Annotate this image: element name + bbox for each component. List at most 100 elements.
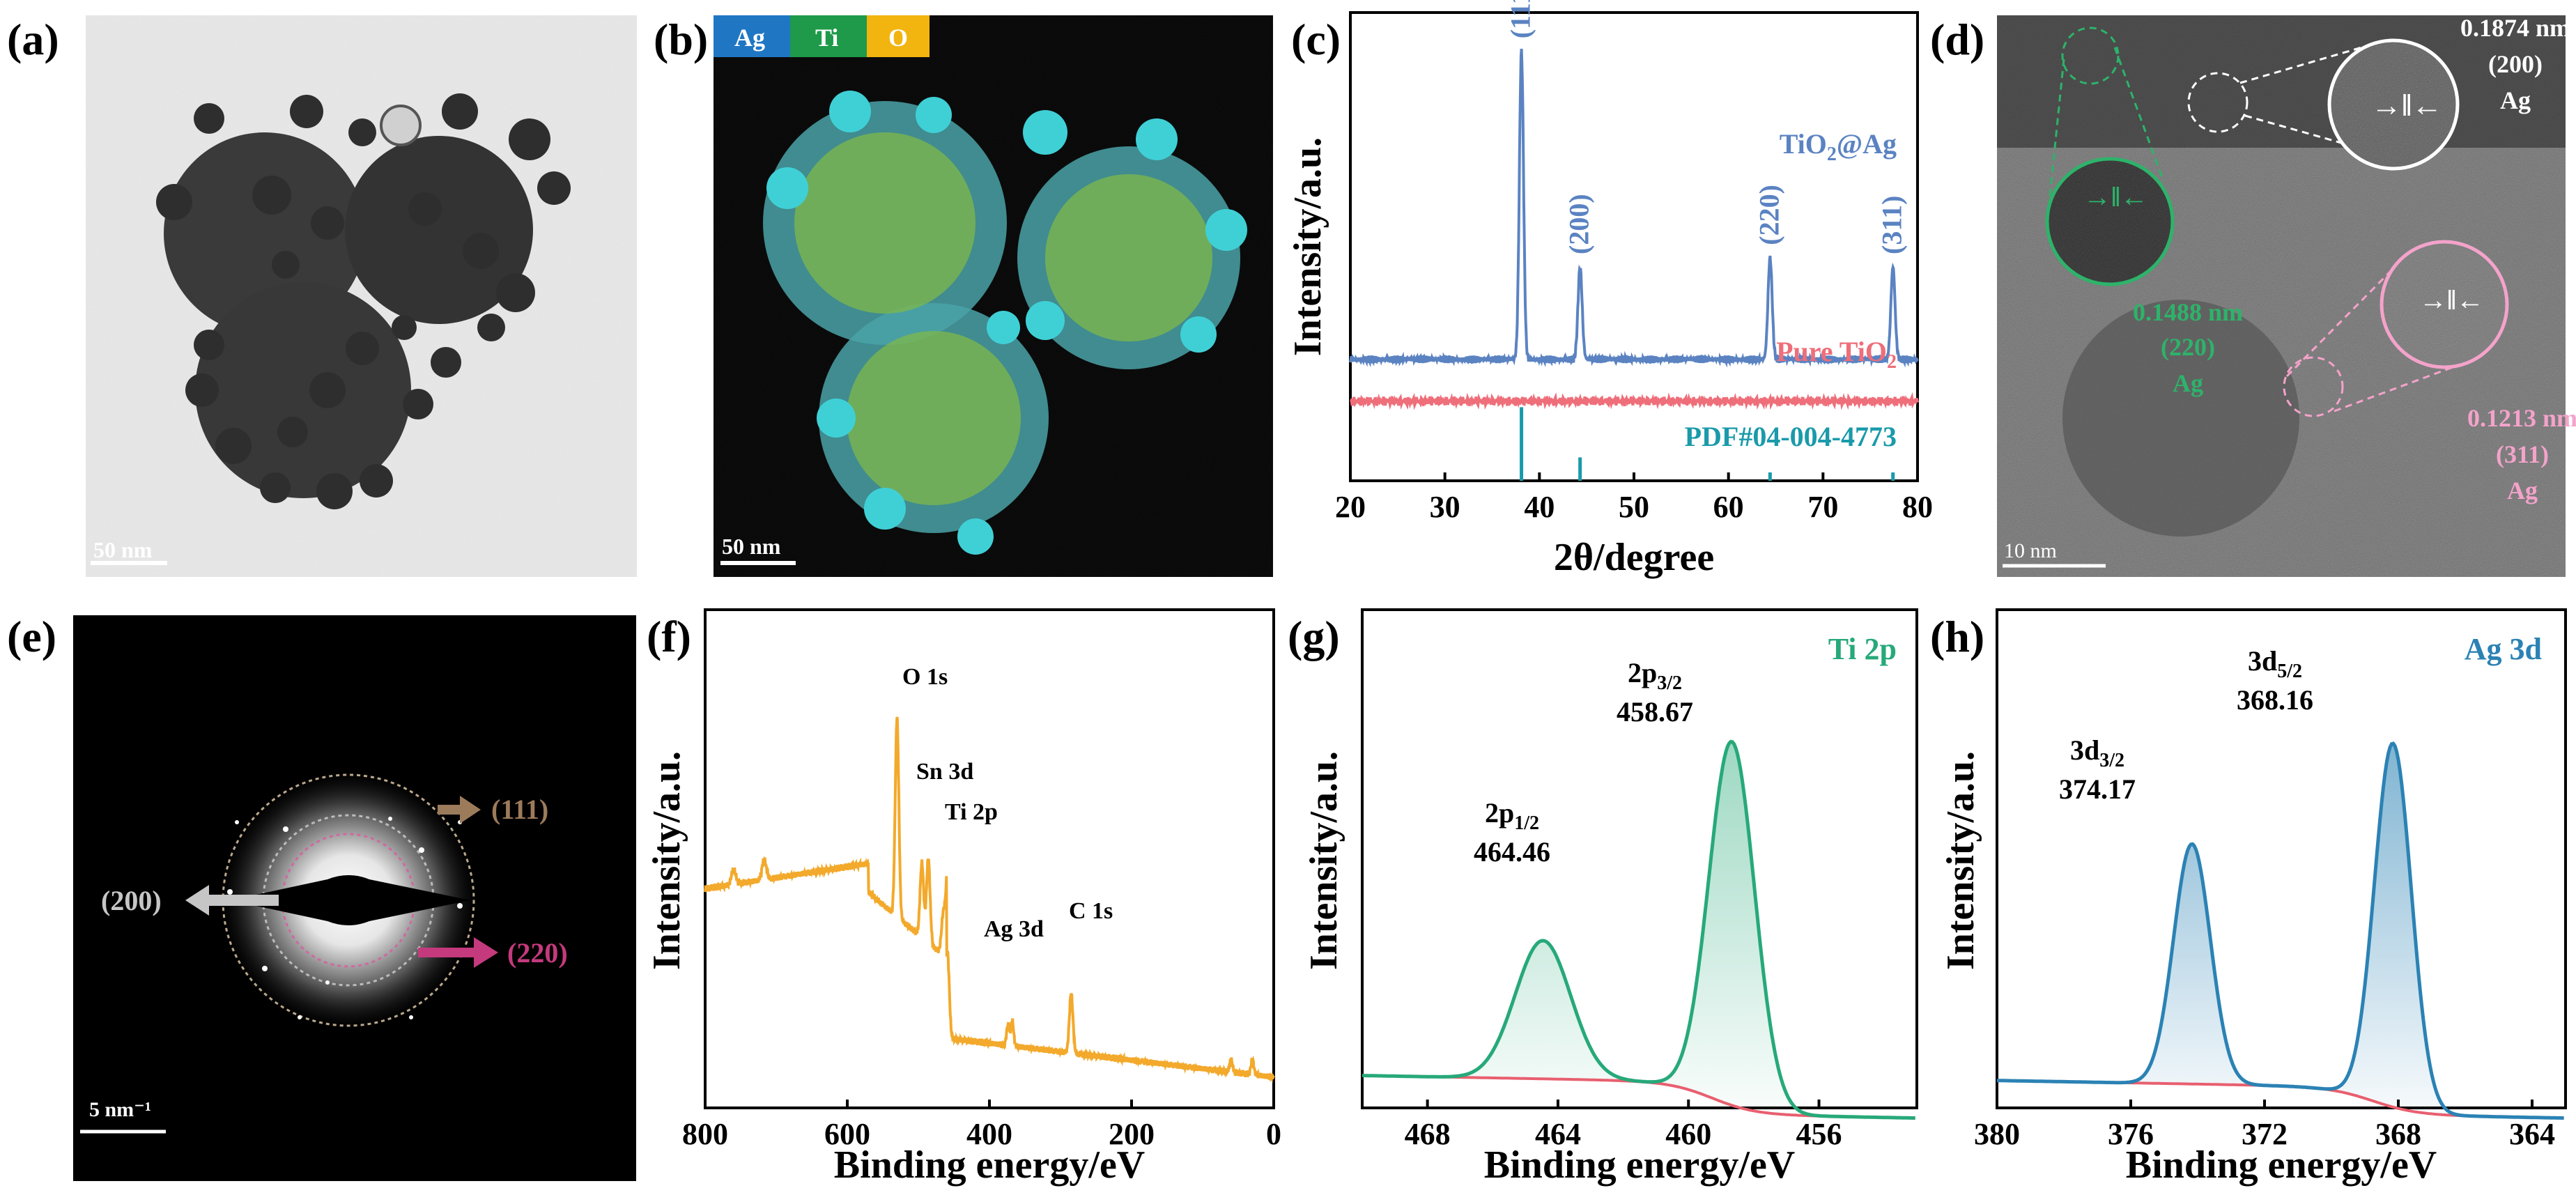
white-plane: (200): [2488, 50, 2543, 78]
panel-a: 50 nm (a): [7, 15, 637, 577]
g-tick-label-456: 456: [1796, 1117, 1842, 1151]
panel-b-scale-bar-text: 50 nm: [722, 534, 781, 559]
hrtem-particle: [2062, 300, 2299, 537]
h-peak-name-main-1: 3d: [2248, 645, 2277, 677]
green-element: Ag: [2173, 369, 2203, 397]
panel-f: (f) 800 600 400 200 0 O 1s Sn 3d Ti 2p Ag 3d C 1…: [645, 608, 1281, 1187]
survey-peak-label-1: Sn 3d: [916, 759, 973, 785]
pink-roi-circle: [2283, 356, 2344, 417]
c-tick-label-30: 30: [1430, 490, 1460, 524]
pink-spacing: 0.1213 nm: [2467, 404, 2576, 432]
green-inset-circle: [2045, 157, 2175, 286]
eds-blobs: [763, 91, 1247, 555]
g-peak-name-0: 2p1/2: [1485, 797, 1539, 834]
f-tick-label-600: 600: [824, 1117, 870, 1151]
chart-c-ylabel: Intensity/a.u.: [1286, 137, 1329, 356]
tem-particles: [156, 93, 571, 509]
g-peak-name-sub-1: 3/2: [1657, 672, 1682, 694]
chart-h-frame: [1996, 608, 2567, 1109]
chart-h-ylabel: Intensity/a.u.: [1939, 751, 1982, 970]
g-peak-name-main-1: 2p: [1628, 657, 1657, 688]
h-peak-name-0: 3d3/2: [2070, 734, 2124, 771]
chart-f-xlabel: Binding energy/eV: [834, 1143, 1145, 1187]
g-peak-value-0: 464.46: [1474, 836, 1550, 868]
panel-h-label: (h): [1930, 612, 1984, 661]
green-zoom-line-2: [2113, 47, 2165, 182]
chart-g-x-axis: 468 464 460 456: [1405, 1100, 1842, 1151]
panel-c: (c) 20 30 40 50 60 70 80 (111)(200) (220) (311) …: [1286, 0, 1933, 579]
pink-inset-fringe-icon: →‖←: [2419, 284, 2484, 316]
pink-inset-circle: [2380, 240, 2509, 369]
survey-peak-label-4: C 1s: [1069, 898, 1113, 924]
h-tick-label-380: 380: [1974, 1117, 2020, 1151]
h-peak-name-sub-1: 5/2: [2277, 661, 2302, 682]
h-tick-label-364: 364: [2509, 1117, 2555, 1151]
g-tick-label-468: 468: [1405, 1117, 1451, 1151]
g-tick-label-464: 464: [1535, 1117, 1581, 1151]
xrd-peak-label-1: (200): [1564, 194, 1595, 254]
legend-o-swatch: [867, 15, 930, 57]
c-tick-label-70: 70: [1807, 490, 1838, 524]
panel-a-grain: [86, 15, 637, 577]
arrow-220: [418, 937, 498, 968]
xrd-peak-label-3: (311): [1876, 196, 1908, 254]
g-peak-name-1: 2p3/2: [1628, 657, 1682, 694]
green-spacing: 0.1488 nm: [2133, 298, 2243, 326]
chart-c-peak-labels: (111) (200) (220) (311): [1505, 0, 1908, 254]
chart-g-ylabel: Intensity/a.u.: [1302, 751, 1345, 970]
c-tick-label-40: 40: [1524, 490, 1555, 524]
panel-d: (d) →‖← 0.1874 nm (200) Ag →‖← 0.1488 nm…: [1930, 14, 2576, 577]
white-element: Ag: [2500, 86, 2531, 114]
green-plane: (220): [2161, 333, 2215, 361]
survey-peak-label-0: O 1s: [902, 664, 948, 690]
chart-f-frame: [704, 608, 1275, 1109]
g-peak-name-main-0: 2p: [1485, 797, 1514, 828]
series-pure-tio2-label: Pure TiO2: [1776, 336, 1897, 373]
panel-e-scale-bar-text: 5 nm⁻¹: [89, 1098, 151, 1121]
c-tick-label-80: 80: [1902, 490, 1933, 524]
f-tick-label-800: 800: [682, 1117, 728, 1151]
ring-111-label: (111): [491, 794, 548, 825]
survey-peak-label-2: Ti 2p: [945, 799, 998, 825]
h-tick-label-376: 376: [2108, 1117, 2154, 1151]
panel-h: (h) 380 376 372 368 364 Ag 3d 3d3/2374.173d5…: [1930, 608, 2567, 1187]
g-tick-label-460: 460: [1665, 1117, 1711, 1151]
white-roi-circle: [2187, 72, 2249, 133]
h-peak-name-main-0: 3d: [2070, 734, 2099, 766]
ti2p-envelope-line: [1362, 739, 1915, 1120]
arrow-111: [438, 796, 481, 824]
h-tick-label-372: 372: [2242, 1117, 2288, 1151]
h-tick-label-368: 368: [2375, 1117, 2421, 1151]
chart-c-xlabel: 2θ/degree: [1554, 536, 1714, 579]
panel-a-scale-bar-text: 50 nm: [93, 537, 153, 562]
panel-c-label: (c): [1291, 15, 1341, 64]
chart-f-peak-labels: O 1s Sn 3d Ti 2p Ag 3d C 1s: [902, 664, 1113, 942]
legend-ti: Ti: [815, 24, 838, 52]
chart-g-frame: [1361, 608, 1918, 1109]
xrd-peak-label-2: (220): [1753, 185, 1784, 245]
c-tick-label-20: 20: [1335, 490, 1366, 524]
h-peak-value-1: 368.16: [2237, 684, 2313, 716]
ring-220-label: (220): [507, 937, 568, 969]
chart-h-element-tag: Ag 3d: [2465, 632, 2542, 666]
panel-e-label: (e): [7, 612, 56, 661]
chart-g-element-tag: Ti 2p: [1828, 632, 1897, 666]
survey-peak-label-3: Ag 3d: [984, 916, 1044, 942]
beam-stop: [230, 875, 470, 925]
series-pdf-sticks: [1520, 407, 1895, 481]
arrow-200: [185, 885, 279, 916]
f-tick-label-200: 200: [1109, 1117, 1155, 1151]
chart-h-xlabel: Binding energy/eV: [2126, 1143, 2437, 1187]
ring-200-label: (200): [101, 885, 162, 916]
xrd-peak-label-0: (111): [1505, 0, 1536, 38]
panel-g-label: (g): [1288, 612, 1340, 661]
series-tio2-ag-label: TiO2@Ag: [1780, 128, 1897, 165]
c-tick-label-60: 60: [1713, 490, 1744, 524]
white-zoom-line-2: [2244, 114, 2342, 144]
h-peak-value-0: 374.17: [2059, 773, 2136, 805]
white-spacing: 0.1874 nm: [2460, 14, 2570, 42]
series-pure-tio2-line: [1350, 392, 1919, 410]
panel-e: (e) (111) (200) (220) 5 nm⁻¹: [7, 612, 636, 1181]
